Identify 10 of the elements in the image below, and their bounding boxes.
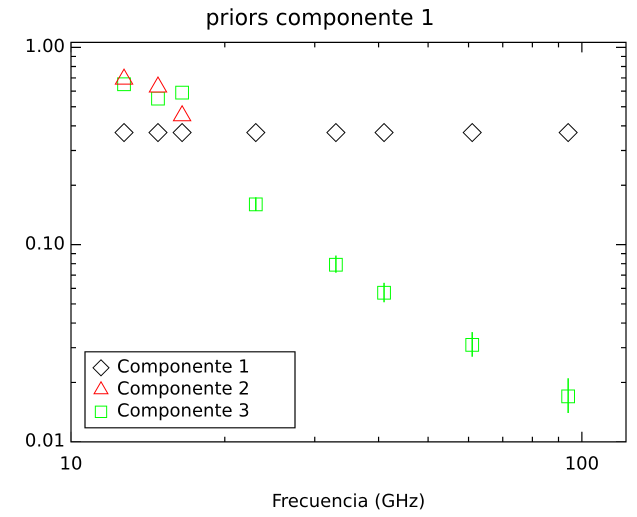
legend-label: Componente 1	[117, 356, 250, 378]
y-tick-label: 0.01	[24, 430, 65, 452]
legend-label: Componente 2	[117, 378, 250, 400]
y-tick-label: 1.00	[24, 36, 65, 58]
x-tick-label: 100	[564, 453, 600, 474]
x-axis-title: Frecuencia (GHz)	[272, 490, 426, 512]
x-tick-label: 10	[60, 453, 82, 474]
y-tick-label: 0.10	[24, 233, 65, 254]
chart-title: priors componente 1	[205, 6, 435, 31]
legend-label: Componente 3	[117, 400, 250, 422]
